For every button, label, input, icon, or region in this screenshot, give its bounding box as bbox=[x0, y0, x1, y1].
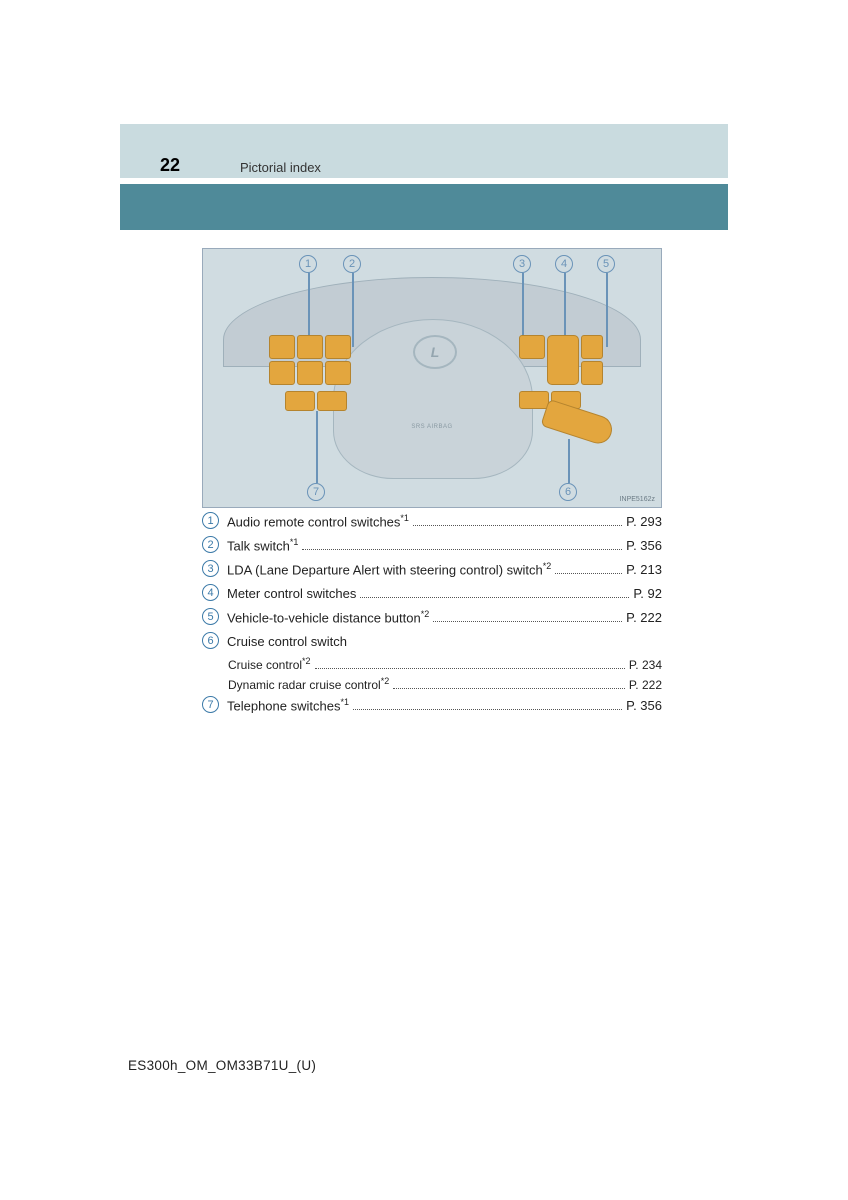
seek-up-button-icon bbox=[325, 335, 351, 359]
index-list: 1 Audio remote control switches*1 P. 293… bbox=[202, 512, 662, 720]
callout-5: 5 bbox=[597, 255, 615, 273]
page-number: 22 bbox=[160, 155, 180, 176]
callout-7: 7 bbox=[307, 483, 325, 501]
index-row: 2 Talk switch*1 P. 356 bbox=[202, 536, 662, 553]
index-page: P. 213 bbox=[626, 562, 662, 577]
callout-6: 6 bbox=[559, 483, 577, 501]
lexus-logo-icon: L bbox=[413, 335, 457, 369]
audio-down-button-icon bbox=[269, 361, 295, 385]
distance-button-icon bbox=[581, 335, 603, 359]
callout-line bbox=[316, 411, 318, 483]
leader-dots bbox=[433, 621, 622, 622]
index-label: Telephone switches*1 bbox=[227, 697, 349, 713]
callout-line bbox=[568, 439, 570, 483]
callout-line bbox=[308, 273, 310, 335]
audio-up-button-icon bbox=[269, 335, 295, 359]
index-label: Dynamic radar cruise control*2 bbox=[228, 676, 389, 692]
index-number: 5 bbox=[202, 608, 219, 625]
index-page: P. 356 bbox=[626, 698, 662, 713]
callout-line bbox=[522, 273, 524, 335]
callout-line bbox=[352, 273, 354, 347]
callout-line bbox=[606, 273, 608, 347]
leader-dots bbox=[315, 668, 625, 669]
index-number: 4 bbox=[202, 584, 219, 601]
index-label: Audio remote control switches*1 bbox=[227, 513, 409, 529]
callout-line bbox=[564, 273, 566, 335]
index-number: 6 bbox=[202, 632, 219, 649]
steering-wheel-diagram: L SRS AIRBAG 1 2 3 4 5 7 6 INPE5162z bbox=[202, 248, 662, 508]
seek-down-button-icon bbox=[325, 361, 351, 385]
index-label: Meter control switches bbox=[227, 586, 356, 601]
leader-dots bbox=[393, 688, 625, 689]
leader-dots bbox=[413, 525, 622, 526]
index-page: P. 293 bbox=[626, 514, 662, 529]
index-page: P. 356 bbox=[626, 538, 662, 553]
callout-3: 3 bbox=[513, 255, 531, 273]
section-title: Pictorial index bbox=[240, 160, 321, 175]
leader-dots bbox=[302, 549, 622, 550]
leader-dots bbox=[353, 709, 622, 710]
meter-dpad-icon bbox=[547, 335, 579, 385]
index-row: 5 Vehicle-to-vehicle distance button*2 P… bbox=[202, 608, 662, 625]
phone-pickup-button-icon bbox=[285, 391, 315, 411]
index-label: Cruise control switch bbox=[227, 634, 347, 649]
index-label: Cruise control*2 bbox=[228, 656, 311, 672]
index-number: 3 bbox=[202, 560, 219, 577]
index-row: 1 Audio remote control switches*1 P. 293 bbox=[202, 512, 662, 529]
audio-mode-button-icon bbox=[297, 335, 323, 359]
index-label: LDA (Lane Departure Alert with steering … bbox=[227, 561, 551, 577]
leader-dots bbox=[555, 573, 622, 574]
back-button-icon bbox=[581, 361, 603, 385]
callout-1: 1 bbox=[299, 255, 317, 273]
index-page: P. 92 bbox=[633, 586, 662, 601]
callout-2: 2 bbox=[343, 255, 361, 273]
index-row: 3 LDA (Lane Departure Alert with steerin… bbox=[202, 560, 662, 577]
index-label: Vehicle-to-vehicle distance button*2 bbox=[227, 609, 429, 625]
index-page: P. 234 bbox=[629, 658, 662, 672]
header-band bbox=[120, 124, 728, 178]
talk-button-icon bbox=[297, 361, 323, 385]
document-footer: ES300h_OM_OM33B71U_(U) bbox=[128, 1058, 316, 1073]
leader-dots bbox=[360, 597, 629, 598]
index-number: 7 bbox=[202, 696, 219, 713]
index-row: 6 Cruise control switch bbox=[202, 632, 662, 649]
index-number: 2 bbox=[202, 536, 219, 553]
index-page: P. 222 bbox=[629, 678, 662, 692]
callout-4: 4 bbox=[555, 255, 573, 273]
index-label: Talk switch*1 bbox=[227, 537, 298, 553]
index-row: 7 Telephone switches*1 P. 356 bbox=[202, 696, 662, 713]
teal-band bbox=[120, 184, 728, 230]
index-subrow: Cruise control*2 P. 234 bbox=[202, 656, 662, 672]
index-number: 1 bbox=[202, 512, 219, 529]
left-bottom-cluster bbox=[285, 391, 349, 413]
index-page: P. 222 bbox=[626, 610, 662, 625]
index-subrow: Dynamic radar cruise control*2 P. 222 bbox=[202, 676, 662, 692]
phone-hangup-button-icon bbox=[317, 391, 347, 411]
display-button-icon bbox=[519, 391, 549, 409]
index-row: 4 Meter control switches P. 92 bbox=[202, 584, 662, 601]
diagram-code: INPE5162z bbox=[620, 496, 655, 503]
lda-button-icon bbox=[519, 335, 545, 359]
